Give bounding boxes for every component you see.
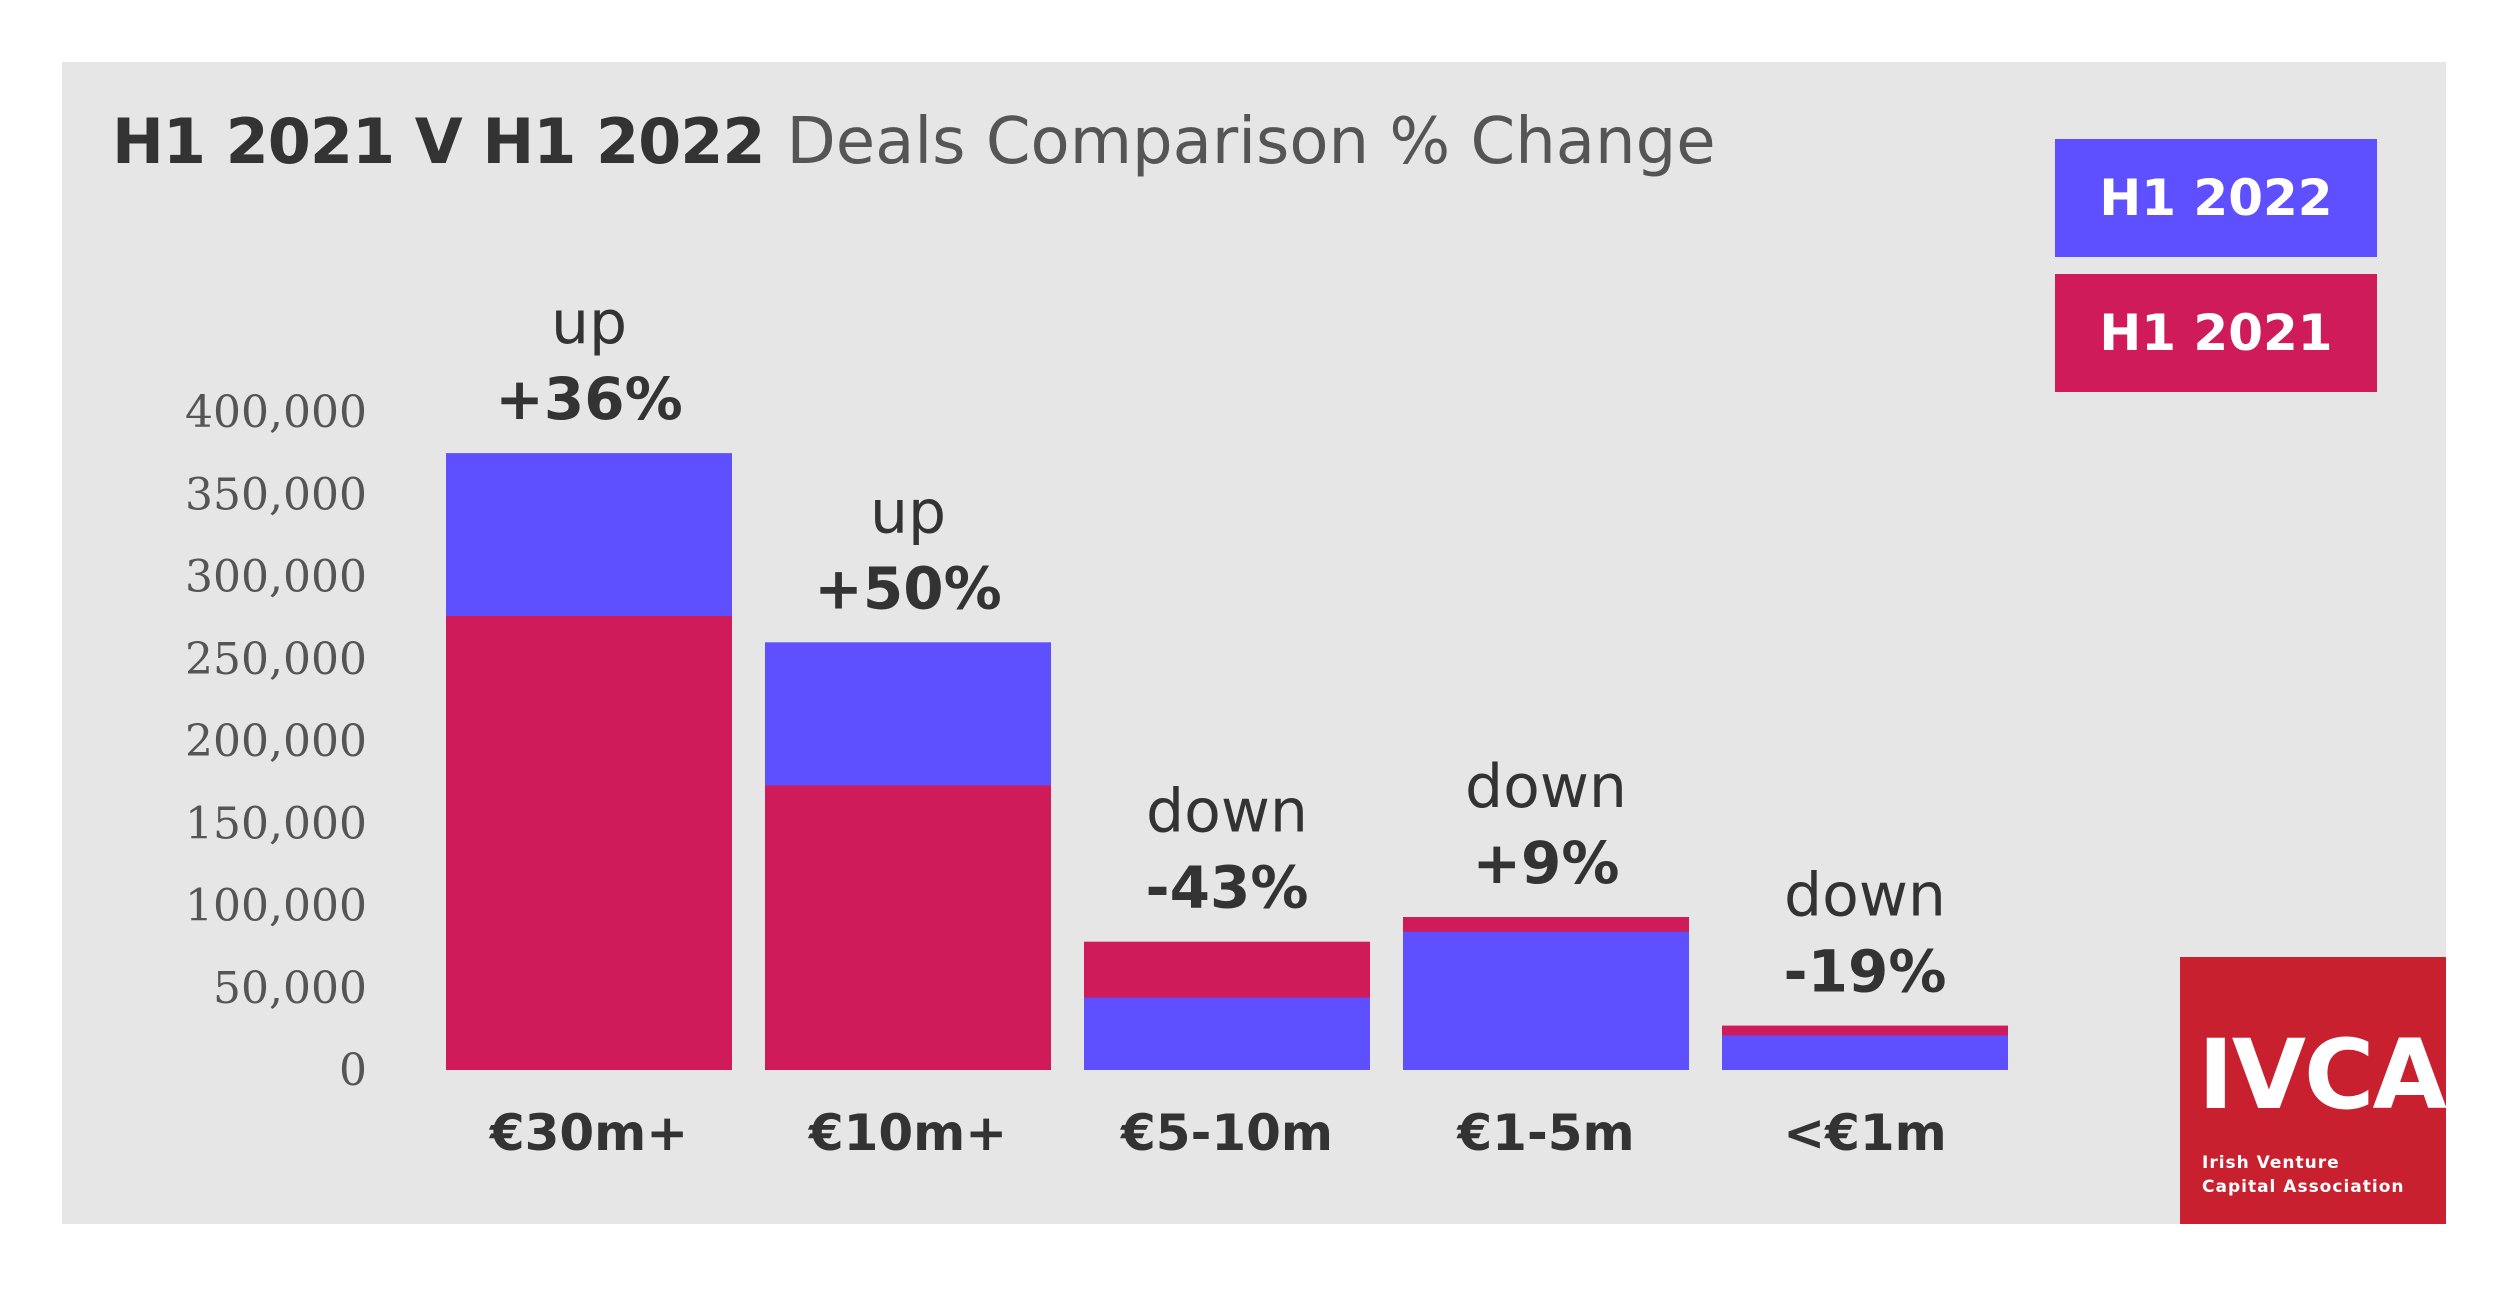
x-category-label: €30m+ bbox=[489, 1104, 688, 1162]
chart-subtitle: Deals Comparison % Change bbox=[786, 105, 1716, 179]
change-percent-label: -43% bbox=[1146, 854, 1309, 922]
ivca-logo: IVCA Irish Venture Capital Association bbox=[2180, 957, 2447, 1224]
change-percent-label: +50% bbox=[814, 554, 1001, 622]
y-tick-label: 250,000 bbox=[185, 634, 367, 685]
chart-title-main: H1 2021 V H1 2022 bbox=[112, 105, 765, 178]
change-percent-label: -19% bbox=[1784, 938, 1947, 1006]
y-tick-label: 300,000 bbox=[185, 552, 367, 603]
bar-h1-2021 bbox=[765, 785, 1051, 1070]
y-tick-label: 400,000 bbox=[185, 387, 367, 438]
change-direction-label: down bbox=[1784, 861, 1946, 931]
x-category-label: <€1m bbox=[1783, 1104, 1947, 1162]
y-tick-label: 350,000 bbox=[185, 469, 367, 520]
change-direction-label: up bbox=[551, 288, 627, 358]
x-category-label: €1-5m bbox=[1456, 1104, 1634, 1162]
legend-h1-2021: H1 2021 bbox=[2055, 274, 2377, 392]
y-tick-label: 50,000 bbox=[213, 963, 367, 1014]
bar-h1-2022 bbox=[1403, 931, 1689, 1070]
y-tick-label: 200,000 bbox=[185, 716, 367, 767]
bar-chart: 0 50,000 100,000 150,000 200,000 250,000 300,0… bbox=[185, 288, 2008, 1162]
x-category-label: €5-10m bbox=[1120, 1104, 1333, 1162]
bar-h1-2022 bbox=[1722, 1035, 2008, 1070]
legend-h1-2022: H1 2022 bbox=[2055, 139, 2377, 257]
logo-tagline-2: Capital Association bbox=[2202, 1177, 2405, 1197]
y-tick-label: 0 bbox=[339, 1045, 367, 1096]
x-category-label: €10m+ bbox=[808, 1104, 1007, 1162]
logo-tagline-1: Irish Venture bbox=[2202, 1153, 2340, 1173]
bar-h1-2021 bbox=[446, 615, 732, 1070]
y-tick-label: 100,000 bbox=[185, 881, 367, 932]
change-percent-label: +9% bbox=[1472, 829, 1619, 897]
chart-title: H1 2021 V H1 2022 Deals Comparison % Chan… bbox=[112, 110, 1716, 174]
change-direction-label: up bbox=[870, 477, 946, 547]
change-percent-label: +36% bbox=[495, 365, 682, 433]
change-direction-label: down bbox=[1146, 777, 1308, 847]
change-direction-label: down bbox=[1465, 752, 1627, 822]
y-tick-label: 150,000 bbox=[185, 798, 367, 849]
logo-mark: IVCA bbox=[2198, 1019, 2447, 1131]
chart-panel: H1 2021 V H1 2022 Deals Comparison % Chan… bbox=[62, 62, 2447, 1224]
bar-h1-2022 bbox=[1084, 997, 1370, 1070]
